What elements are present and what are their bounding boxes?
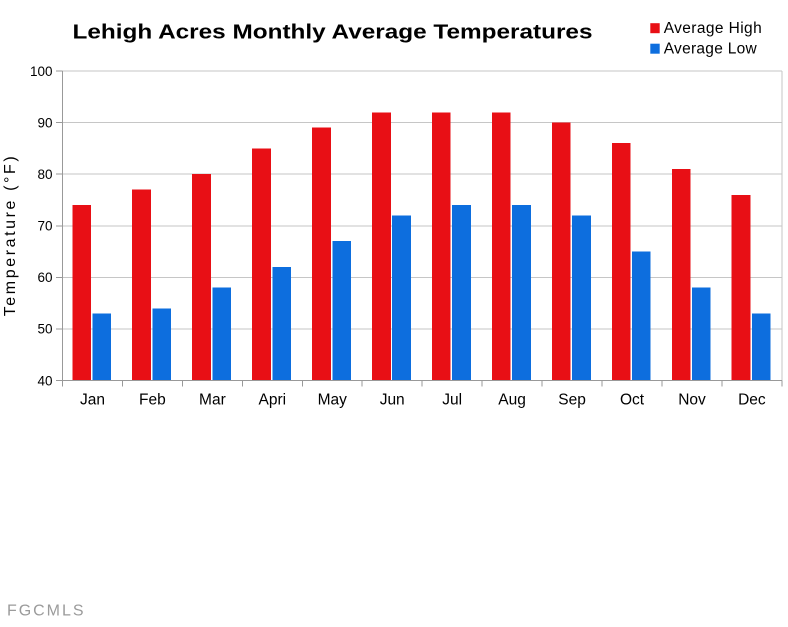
svg-text:100: 100 xyxy=(30,64,53,79)
svg-text:Jan: Jan xyxy=(80,392,105,409)
svg-text:Sep: Sep xyxy=(558,392,586,409)
svg-text:Apri: Apri xyxy=(259,392,287,409)
svg-text:Temperature (°F): Temperature (°F) xyxy=(2,156,19,316)
svg-text:Oct: Oct xyxy=(620,392,645,409)
svg-text:40: 40 xyxy=(37,373,52,388)
svg-text:Average High: Average High xyxy=(664,20,762,37)
svg-text:Dec: Dec xyxy=(738,392,766,409)
svg-text:60: 60 xyxy=(37,270,52,285)
svg-text:90: 90 xyxy=(37,115,52,130)
svg-text:Jul: Jul xyxy=(442,392,462,409)
svg-text:May: May xyxy=(318,392,348,409)
svg-text:Feb: Feb xyxy=(139,392,166,409)
svg-text:50: 50 xyxy=(37,322,52,337)
svg-text:80: 80 xyxy=(37,167,52,182)
svg-text:Lehigh Acres Monthly Average T: Lehigh Acres Monthly Average Temperature… xyxy=(73,21,593,43)
svg-text:Jun: Jun xyxy=(380,392,405,409)
svg-text:Aug: Aug xyxy=(498,392,526,409)
svg-text:Average Low: Average Low xyxy=(664,41,758,58)
svg-text:Nov: Nov xyxy=(678,392,706,409)
svg-text:Mar: Mar xyxy=(199,392,226,409)
svg-text:70: 70 xyxy=(37,219,52,234)
